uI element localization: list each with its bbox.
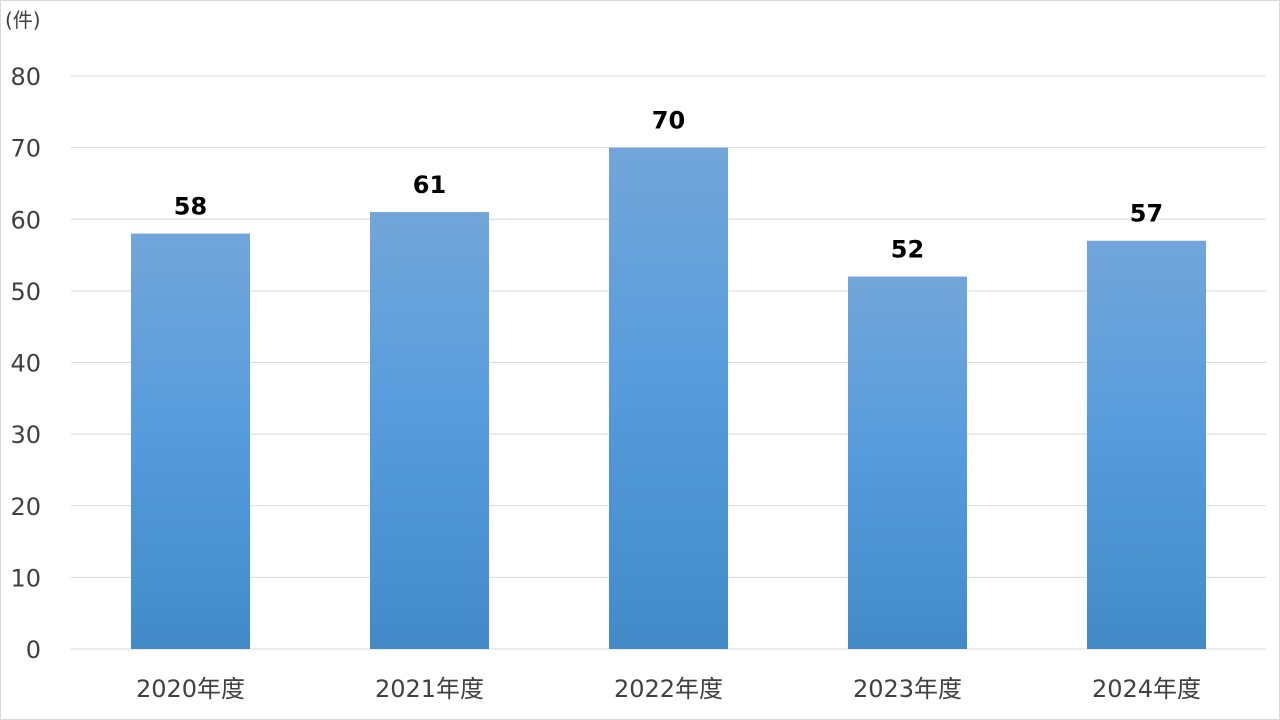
bars bbox=[131, 147, 1206, 650]
y-tick-label: 20 bbox=[10, 493, 41, 521]
data-label-2022年度: 70 bbox=[652, 107, 685, 135]
x-axis-ticks: 2020年度 2021年度 2022年度 2023年度 2024年度 bbox=[136, 675, 1201, 703]
x-tick-label: 2023年度 bbox=[853, 675, 962, 703]
bar-2024年度 bbox=[1087, 240, 1206, 650]
bar-2023年度 bbox=[848, 276, 967, 649]
y-tick-label: 80 bbox=[10, 63, 41, 91]
x-tick-label: 2021年度 bbox=[375, 675, 484, 703]
data-label-2023年度: 52 bbox=[891, 236, 924, 264]
y-tick-label: 60 bbox=[10, 206, 41, 234]
data-labels: 58 61 70 52 57 bbox=[174, 107, 1163, 264]
bar-2021年度 bbox=[370, 212, 489, 649]
y-tick-label: 70 bbox=[10, 135, 41, 163]
bar-2022年度 bbox=[609, 147, 728, 649]
bar-2020年度 bbox=[131, 233, 250, 649]
y-tick-label: 50 bbox=[10, 278, 41, 306]
data-label-2024年度: 57 bbox=[1130, 200, 1163, 228]
x-tick-label: 2024年度 bbox=[1092, 675, 1201, 703]
y-tick-label: 30 bbox=[10, 421, 41, 449]
x-tick-label: 2020年度 bbox=[136, 675, 245, 703]
data-label-2020年度: 58 bbox=[174, 193, 207, 221]
data-label-2021年度: 61 bbox=[413, 171, 446, 199]
y-axis-unit-label: (件) bbox=[5, 8, 41, 32]
y-tick-label: 10 bbox=[10, 564, 41, 592]
y-tick-label: 0 bbox=[26, 636, 41, 664]
x-tick-label: 2022年度 bbox=[614, 675, 723, 703]
y-axis-ticks: 0 10 20 30 40 50 60 70 80 bbox=[10, 63, 41, 664]
y-tick-label: 40 bbox=[10, 350, 41, 378]
